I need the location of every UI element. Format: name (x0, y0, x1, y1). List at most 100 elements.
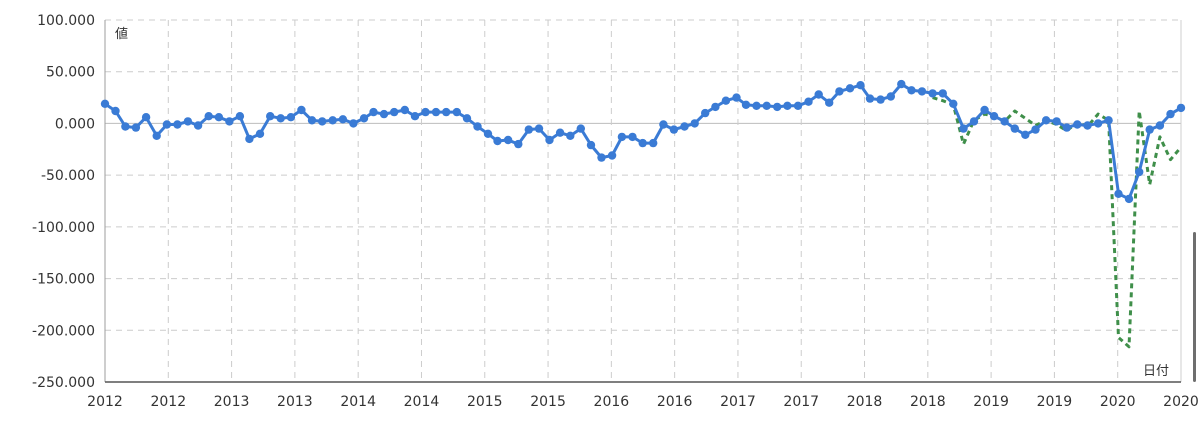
y-tick-label: 50.000 (46, 65, 95, 81)
x-tick-label: 2013 (277, 394, 313, 410)
data-point (680, 122, 689, 131)
data-point (255, 129, 265, 138)
actual-series (100, 79, 1186, 204)
data-point (1124, 194, 1134, 204)
data-point (493, 136, 502, 146)
data-point (369, 107, 378, 117)
data-point (721, 96, 731, 105)
y-tick-label: 0.000 (55, 116, 95, 132)
data-point (183, 117, 193, 126)
scrollbar[interactable] (1193, 232, 1196, 382)
x-tick-label: 2015 (530, 394, 566, 410)
data-point (534, 124, 544, 133)
data-point (225, 117, 234, 126)
data-point (473, 122, 482, 131)
data-point (1021, 130, 1030, 139)
x-tick-label: 2014 (340, 394, 376, 410)
data-point (1145, 125, 1154, 134)
data-point (390, 107, 399, 117)
data-point (431, 107, 441, 117)
data-point (359, 114, 369, 123)
data-point (410, 112, 420, 121)
y-tick-label: 100.000 (37, 13, 95, 29)
x-tick-label: 2020 (1163, 394, 1199, 410)
data-point (245, 134, 254, 144)
data-point (638, 138, 647, 148)
data-point (349, 119, 358, 128)
data-point (793, 101, 803, 111)
data-point (1010, 124, 1019, 133)
data-point (379, 109, 389, 119)
x-tick-label: 2019 (973, 394, 1009, 410)
grid (105, 19, 1181, 382)
y-axis-label: 値 (115, 26, 128, 42)
data-point (173, 120, 182, 129)
x-tick-label: 2019 (1037, 394, 1073, 410)
data-point (1000, 117, 1009, 126)
data-point (1031, 125, 1040, 134)
y-tick-label: -200.000 (32, 323, 95, 339)
data-point (876, 95, 885, 104)
data-point (690, 119, 699, 128)
x-tick-label: 2017 (720, 394, 756, 410)
data-point (1135, 167, 1144, 177)
data-point (1041, 116, 1051, 125)
x-axis-label: 日付 (1143, 364, 1169, 379)
data-point (214, 113, 224, 122)
data-point (814, 90, 823, 99)
x-tick-label: 2017 (783, 394, 819, 410)
data-point (297, 105, 306, 115)
y-tick-label: -50.000 (41, 168, 95, 184)
data-point (121, 122, 130, 131)
data-point (586, 140, 596, 150)
x-tick-label: 2018 (847, 394, 883, 410)
data-point (235, 112, 245, 121)
data-point (928, 89, 937, 98)
axes (104, 20, 1182, 383)
data-point (783, 101, 792, 111)
data-point (318, 117, 327, 126)
data-point (959, 124, 968, 133)
y-tick-label: -250.000 (32, 375, 95, 391)
data-point (669, 125, 679, 134)
data-point (1062, 123, 1072, 132)
data-point (865, 94, 875, 103)
data-point (1104, 116, 1113, 125)
data-point (286, 113, 296, 122)
data-point (897, 79, 906, 89)
data-point (701, 108, 710, 118)
data-point (503, 135, 513, 145)
data-point (607, 151, 617, 160)
data-point (100, 99, 110, 109)
data-point (1155, 121, 1165, 130)
data-point (1166, 109, 1175, 119)
y-tick-labels: 100.000 50.000 0.000 -50.000 -100.000 -150.00… (32, 13, 95, 391)
data-point (969, 117, 979, 126)
data-point (752, 101, 761, 111)
data-point (845, 84, 855, 93)
data-point (732, 93, 741, 102)
data-point (825, 98, 834, 107)
data-point (649, 138, 658, 148)
data-point (555, 128, 565, 137)
data-point (659, 120, 668, 129)
x-tick-label: 2020 (1100, 394, 1136, 410)
x-tick-label: 2016 (657, 394, 693, 410)
y-tick-label: -100.000 (32, 220, 95, 236)
data-point (617, 132, 627, 142)
data-point (514, 139, 523, 149)
data-point (597, 153, 606, 162)
x-tick-label: 2015 (467, 394, 503, 410)
data-point (421, 107, 430, 117)
data-point (1114, 189, 1123, 198)
x-tick-label: 2012 (87, 394, 123, 410)
data-point (917, 87, 927, 96)
data-point (1052, 117, 1061, 126)
forecast-line (932, 96, 1183, 349)
forecast-series (932, 96, 1183, 349)
data-point (762, 101, 771, 111)
data-point (442, 107, 451, 117)
data-point (338, 115, 348, 124)
